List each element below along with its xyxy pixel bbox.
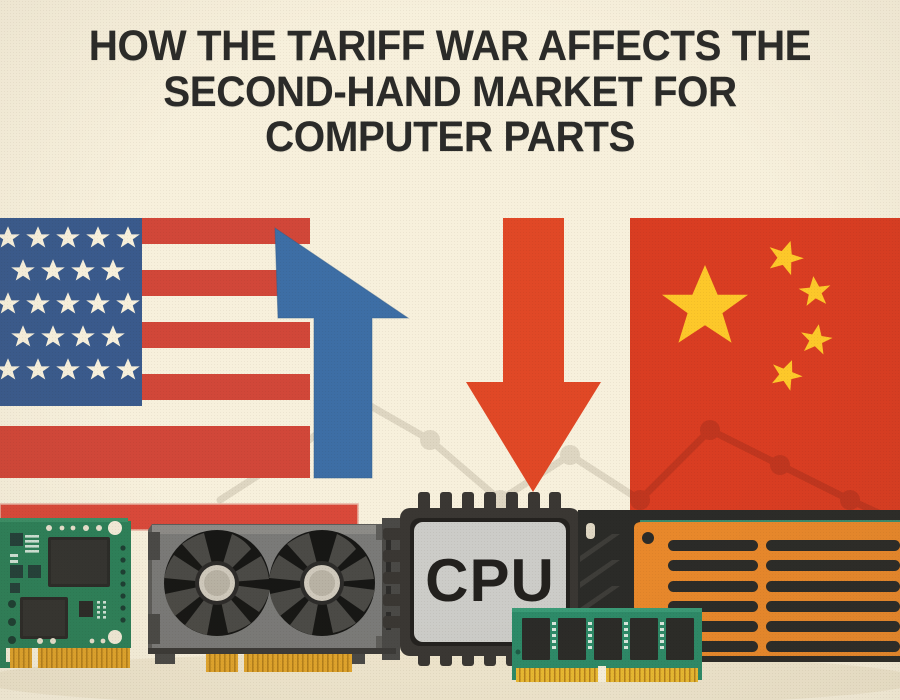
china-flag-chart-overlay [630, 420, 900, 520]
component-expansion-card [0, 518, 131, 668]
usa-flag-canton [0, 218, 142, 406]
component-ram [512, 608, 702, 682]
psu-vents [668, 540, 900, 652]
ram-chips [522, 618, 694, 660]
component-gpu [148, 518, 400, 672]
cpu-label: CPU [425, 547, 555, 614]
ram-chip-dots [552, 622, 664, 649]
gpu-fan-left [164, 530, 270, 636]
up-arrow [274, 227, 410, 479]
gpu-fan-right [269, 530, 375, 636]
down-arrow [466, 218, 601, 492]
china-flag [630, 218, 900, 520]
page-title: HOW THE TARIFF WAR AFFECTS THE SECOND-HA… [88, 22, 812, 162]
expansion-card-pins [10, 648, 130, 668]
